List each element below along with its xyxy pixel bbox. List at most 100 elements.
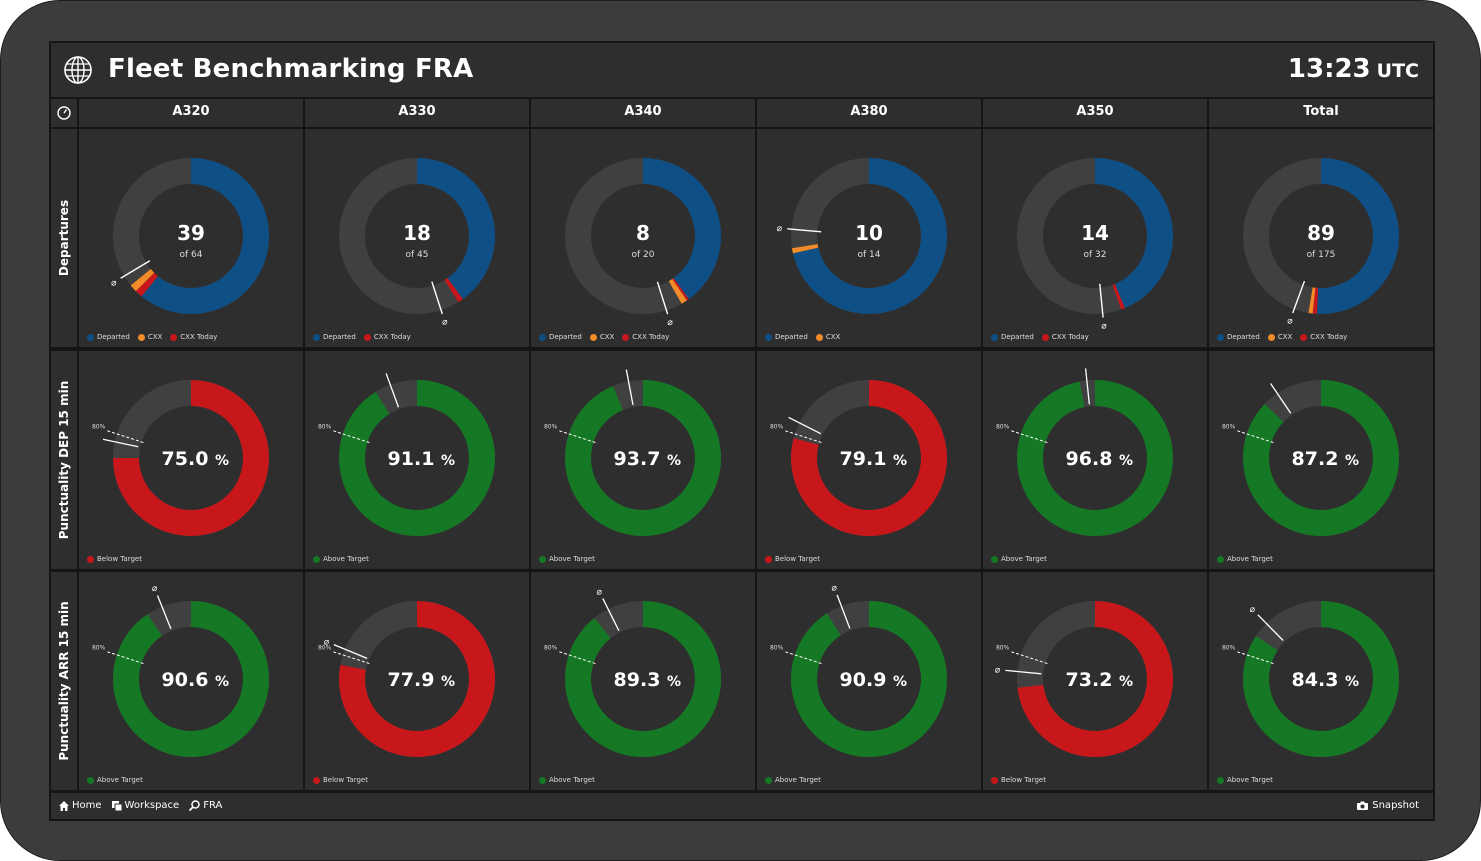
punctuality-donut[interactable]: 80% ⌀ 89.3% bbox=[531, 572, 755, 790]
punct-dep-cell-total[interactable]: 80% 87.2% Above Target bbox=[1209, 351, 1433, 569]
punctuality-donut[interactable]: 80% 79.1% bbox=[757, 351, 981, 569]
legend-item[interactable]: Above Target bbox=[539, 776, 595, 784]
punct-arr-cell-a330[interactable]: 80% ⌀ 77.9% Below Target bbox=[305, 572, 529, 790]
legend-item[interactable]: CXX bbox=[815, 333, 840, 341]
target-label: 80% bbox=[1222, 424, 1236, 431]
punctuality-donut[interactable]: 80% 75.0% bbox=[79, 351, 303, 569]
target-marker bbox=[559, 651, 596, 665]
legend-item[interactable]: Below Target bbox=[87, 555, 142, 563]
punct-arr-cell-a380[interactable]: 80% ⌀ 90.9% Above Target bbox=[757, 572, 981, 790]
legend-item[interactable]: CXX Today bbox=[622, 333, 669, 341]
average-symbol: ⌀ bbox=[111, 278, 117, 288]
departures-donut[interactable]: ⌀ 39 of 64 bbox=[79, 129, 303, 347]
legend-item[interactable]: Above Target bbox=[765, 776, 821, 784]
legend-item[interactable]: Departed bbox=[991, 333, 1034, 341]
legend-item[interactable]: Below Target bbox=[991, 776, 1046, 784]
legend-dot bbox=[87, 333, 94, 341]
legend-item[interactable]: CXX Today bbox=[363, 333, 411, 341]
average-marker bbox=[1257, 614, 1284, 641]
legend-item[interactable]: CXX Today bbox=[1300, 333, 1347, 341]
punctuality-value: 84.3 bbox=[1292, 669, 1339, 691]
departures-donut[interactable]: ⌀ 18 of 45 bbox=[305, 129, 529, 347]
departures-donut[interactable]: ⌀ 8 of 20 bbox=[531, 129, 755, 347]
legend-item[interactable]: Above Target bbox=[313, 555, 369, 563]
punctuality-donut[interactable]: 80% 93.7% bbox=[531, 351, 755, 569]
column-header-a380[interactable]: A380 bbox=[757, 99, 981, 127]
chart-legend: Departed CXX CXX Today bbox=[1217, 333, 1347, 341]
departures-donut[interactable]: ⌀ 89 of 175 bbox=[1209, 129, 1433, 347]
chart-legend: Below Target bbox=[765, 555, 820, 563]
punctuality-donut[interactable]: 80% ⌀ 73.2% bbox=[983, 572, 1207, 790]
column-header-a320[interactable]: A320 bbox=[79, 99, 303, 127]
legend-item[interactable]: Above Target bbox=[991, 555, 1047, 563]
column-header-total[interactable]: Total bbox=[1209, 99, 1433, 127]
punctuality-donut[interactable]: 80% 91.1% bbox=[305, 351, 529, 569]
punct-dep-cell-a340[interactable]: 80% 93.7% Above Target bbox=[531, 351, 755, 569]
punctuality-donut[interactable]: 80%⌀ 77.9% bbox=[305, 572, 529, 790]
legend-item[interactable]: CXX bbox=[589, 333, 614, 341]
legend-item[interactable]: CXX bbox=[137, 333, 162, 341]
departures-cell-total[interactable]: ⌀ 89 of 175 Departed CXX CXX Today bbox=[1209, 129, 1433, 347]
average-marker bbox=[102, 438, 139, 448]
legend-item[interactable]: CXX Today bbox=[170, 333, 217, 341]
legend-item[interactable]: Departed bbox=[539, 333, 582, 341]
column-header-a340[interactable]: A340 bbox=[531, 99, 755, 127]
legend-item[interactable]: Departed bbox=[87, 333, 130, 341]
punct-dep-cell-a350[interactable]: 80% 96.8% Above Target bbox=[983, 351, 1207, 569]
target-marker bbox=[333, 430, 370, 444]
departures-donut[interactable]: ⌀ 14 of 32 bbox=[983, 129, 1207, 347]
percent-sign: % bbox=[893, 674, 907, 690]
departures-cell-a350[interactable]: ⌀ 14 of 32 Departed CXX Today bbox=[983, 129, 1207, 347]
departures-cell-a320[interactable]: ⌀ 39 of 64 Departed CXX CXX Today bbox=[79, 129, 303, 347]
legend-item[interactable]: Above Target bbox=[87, 776, 143, 784]
legend-item[interactable]: Departed bbox=[1217, 333, 1260, 341]
legend-dot bbox=[1300, 333, 1308, 341]
punctuality-donut[interactable]: 80% 87.2% bbox=[1209, 351, 1433, 569]
legend-item[interactable]: CXX bbox=[1267, 333, 1292, 341]
fra-label: FRA bbox=[203, 800, 223, 811]
column-header-a330[interactable]: A330 bbox=[305, 99, 529, 127]
clock-timezone: UTC bbox=[1376, 60, 1419, 82]
gauge-icon[interactable] bbox=[57, 106, 71, 120]
departures-donut[interactable]: ⌀ 10 of 14 bbox=[757, 129, 981, 347]
cxx-today-segment bbox=[672, 278, 689, 301]
column-header-a350[interactable]: A350 bbox=[983, 99, 1207, 127]
breadcrumb-home[interactable]: Home bbox=[59, 800, 102, 811]
breadcrumb-fra[interactable]: FRA bbox=[189, 800, 222, 811]
punctuality-value: 93.7 bbox=[614, 448, 661, 470]
punctuality-donut[interactable]: 80% ⌀ 84.3% bbox=[1209, 572, 1433, 790]
row-label: Punctuality ARR 15 min bbox=[57, 601, 71, 761]
punct-arr-cell-a340[interactable]: 80% ⌀ 89.3% Above Target bbox=[531, 572, 755, 790]
punct-dep-cell-a320[interactable]: 80% 75.0% Below Target bbox=[79, 351, 303, 569]
punct-dep-cell-a330[interactable]: 80% 91.1% Above Target bbox=[305, 351, 529, 569]
snapshot-button[interactable]: Snapshot bbox=[1357, 800, 1419, 811]
punct-arr-cell-total[interactable]: 80% ⌀ 84.3% Above Target bbox=[1209, 572, 1433, 790]
departures-cell-a380[interactable]: ⌀ 10 of 14 Departed CXX bbox=[757, 129, 981, 347]
legend-dot bbox=[622, 333, 630, 341]
legend-item[interactable]: Above Target bbox=[539, 555, 595, 563]
legend-item[interactable]: Above Target bbox=[1217, 776, 1273, 784]
punctuality-value: 90.9 bbox=[840, 669, 887, 691]
departures-value: 89 bbox=[1307, 221, 1335, 245]
average-symbol: ⌀ bbox=[1287, 316, 1293, 326]
legend-item[interactable]: Below Target bbox=[313, 776, 368, 784]
legend-item[interactable]: Departed bbox=[765, 333, 808, 341]
legend-label: Below Target bbox=[775, 555, 820, 563]
legend-label: Departed bbox=[323, 333, 356, 341]
legend-item[interactable]: Departed bbox=[313, 333, 356, 341]
legend-item[interactable]: Below Target bbox=[765, 555, 820, 563]
departures-cell-a340[interactable]: ⌀ 8 of 20 Departed CXX CXX Today bbox=[531, 129, 755, 347]
punct-arr-cell-a320[interactable]: 80% ⌀ 90.6% Above Target bbox=[79, 572, 303, 790]
punctuality-donut[interactable]: 80% 96.8% bbox=[983, 351, 1207, 569]
breadcrumb-workspace[interactable]: Workspace bbox=[111, 800, 179, 811]
punct-dep-cell-a380[interactable]: 80% 79.1% Below Target bbox=[757, 351, 981, 569]
departures-cell-a330[interactable]: ⌀ 18 of 45 Departed CXX Today bbox=[305, 129, 529, 347]
punctuality-donut[interactable]: 80% ⌀ 90.9% bbox=[757, 572, 981, 790]
legend-item[interactable]: CXX Today bbox=[1041, 333, 1089, 341]
punct-arr-cell-a350[interactable]: 80% ⌀ 73.2% Below Target bbox=[983, 572, 1207, 790]
footer-bar: Home Workspace FRA Snapshot bbox=[51, 793, 1433, 819]
punctuality-donut[interactable]: 80% ⌀ 90.6% bbox=[79, 572, 303, 790]
legend-item[interactable]: Above Target bbox=[1217, 555, 1273, 563]
percent-sign: % bbox=[215, 674, 229, 690]
legend-dot bbox=[815, 333, 823, 341]
